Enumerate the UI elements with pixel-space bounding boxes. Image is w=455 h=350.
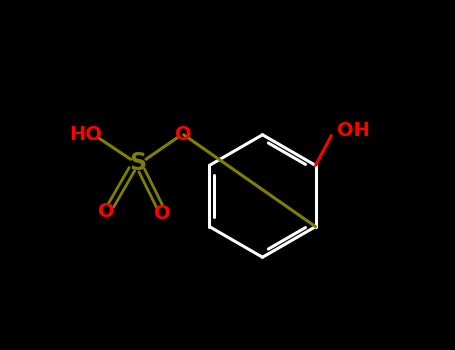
Text: S: S (130, 151, 147, 175)
Text: O: O (98, 202, 115, 221)
Text: O: O (176, 125, 192, 144)
Text: HO: HO (69, 125, 102, 144)
Text: OH: OH (337, 121, 369, 140)
Text: O: O (154, 204, 171, 223)
